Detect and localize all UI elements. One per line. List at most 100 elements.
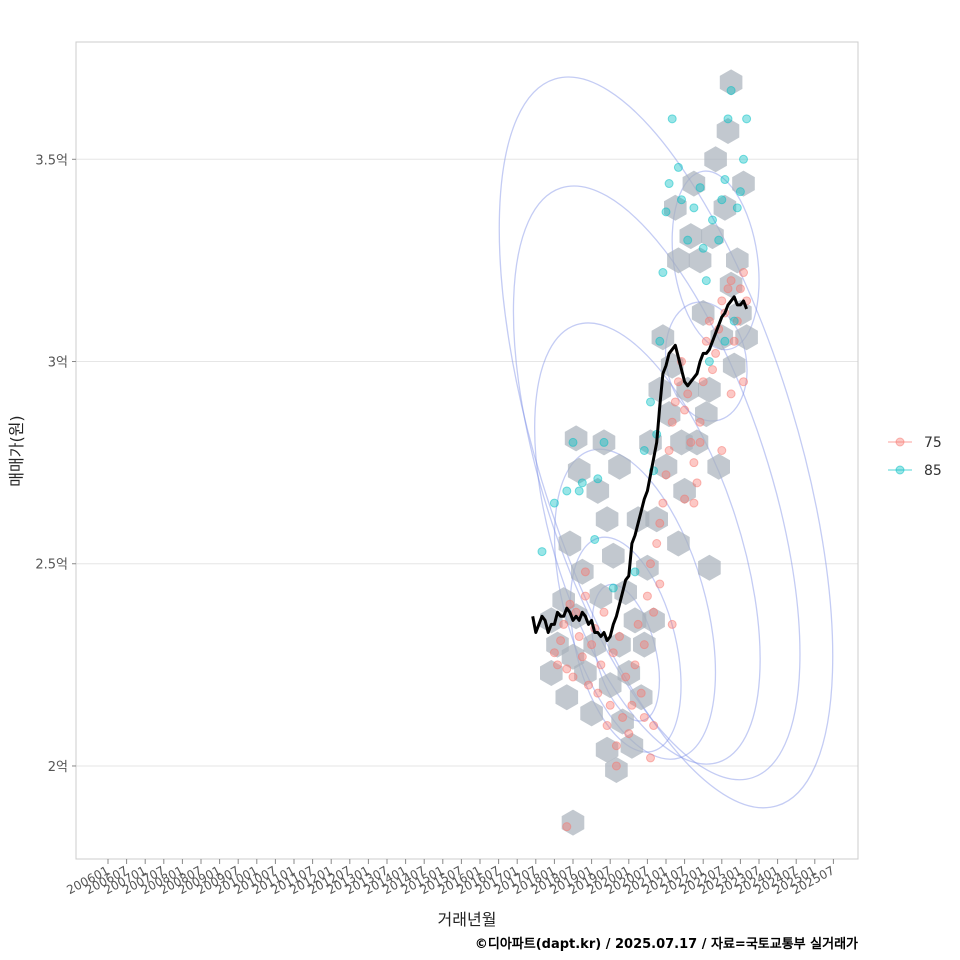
data-point-75 (658, 498, 668, 508)
hexbin (679, 223, 703, 250)
hexbin (583, 631, 606, 658)
hexbin (732, 170, 755, 197)
hexbin (654, 453, 678, 480)
data-point-85 (630, 567, 640, 577)
data-point-75 (732, 316, 742, 326)
data-point-85 (646, 397, 655, 407)
data-point-75 (568, 672, 578, 682)
data-point-85 (590, 534, 600, 544)
hexbin (713, 194, 737, 221)
density-contour (498, 76, 834, 809)
hexbin (645, 506, 668, 533)
hexbin (589, 583, 613, 610)
data-point-85 (577, 478, 587, 488)
data-point-75 (686, 437, 696, 447)
y-axis: 2억 2.5억 3억 3.5억 (35, 153, 76, 775)
data-point-75 (695, 437, 705, 447)
data-point-75 (559, 619, 569, 629)
data-point-75 (580, 591, 590, 601)
gridlines (76, 158, 858, 767)
data-point-85 (574, 486, 584, 496)
hexbin (667, 530, 690, 557)
data-point-85 (673, 162, 683, 172)
data-point-85 (593, 474, 603, 484)
data-point-75 (611, 741, 621, 751)
data-point-75 (611, 761, 621, 771)
data-point-75 (602, 721, 612, 731)
hexbin (558, 530, 582, 557)
data-point-75 (655, 579, 665, 589)
hexbin (698, 554, 721, 581)
data-point-85 (562, 486, 572, 496)
data-point-75 (593, 688, 603, 698)
legend-label: 85 (924, 463, 942, 479)
data-point-75 (584, 680, 593, 690)
data-point-85 (599, 437, 609, 447)
data-point-75 (646, 559, 655, 569)
hexbin (682, 170, 706, 197)
hexbin (716, 118, 740, 144)
data-point-75 (556, 636, 566, 646)
data-point-85 (639, 446, 649, 455)
hexbin (707, 453, 730, 480)
data-point-75 (708, 365, 717, 375)
data-point-75 (729, 336, 739, 346)
data-point-75 (739, 268, 748, 278)
hexbin (642, 607, 665, 634)
data-point-85 (677, 195, 686, 205)
y-tick-label: 2.5억 (35, 558, 68, 573)
data-point-75 (726, 276, 736, 286)
data-point-85 (568, 437, 578, 447)
hexbin (701, 223, 724, 250)
data-point-85 (661, 207, 671, 217)
data-point-75 (642, 591, 652, 601)
data-point-75 (723, 284, 733, 294)
data-point-75 (726, 389, 736, 399)
data-point-75 (670, 397, 680, 407)
hexbin (592, 429, 616, 456)
hexbin (698, 376, 721, 403)
data-point-75 (615, 632, 624, 642)
data-point-85 (717, 195, 727, 205)
hexbin (633, 631, 656, 658)
data-point-75 (655, 518, 665, 528)
hexbin (598, 672, 622, 699)
hexbin (657, 401, 681, 428)
data-point-85 (732, 203, 742, 213)
hexbin (722, 352, 746, 379)
legend: 75 85 (888, 435, 942, 479)
data-point-75 (701, 336, 711, 346)
hexbin (704, 146, 727, 173)
data-point-75 (624, 729, 634, 739)
data-point-75 (574, 632, 584, 642)
hexbin (561, 809, 585, 836)
hexbin (695, 401, 718, 428)
data-point-85 (729, 316, 739, 326)
hexbin (651, 324, 675, 351)
hexbin (595, 506, 619, 533)
data-point-75 (661, 470, 671, 480)
data-point-75 (680, 494, 690, 504)
hexbin (617, 660, 641, 686)
data-point-85 (698, 243, 708, 253)
legend-key-marker (895, 465, 905, 475)
hexbin (685, 429, 709, 456)
hexbin (567, 457, 591, 484)
data-point-75 (646, 753, 655, 763)
data-point-75 (652, 539, 662, 549)
data-point-85 (658, 268, 668, 278)
data-point-75 (711, 348, 721, 358)
data-point-75 (549, 648, 559, 658)
trend-line (531, 295, 748, 643)
data-point-75 (621, 672, 631, 682)
x-axis-title: 거래년월 (438, 910, 497, 929)
legend-label: 75 (924, 435, 942, 451)
hexbin (552, 587, 575, 614)
data-point-75 (639, 712, 649, 722)
hexbin (719, 69, 743, 96)
hexbin (735, 324, 758, 351)
data-point-75 (599, 607, 609, 617)
hexbin (620, 732, 644, 759)
data-point-85 (549, 498, 559, 508)
